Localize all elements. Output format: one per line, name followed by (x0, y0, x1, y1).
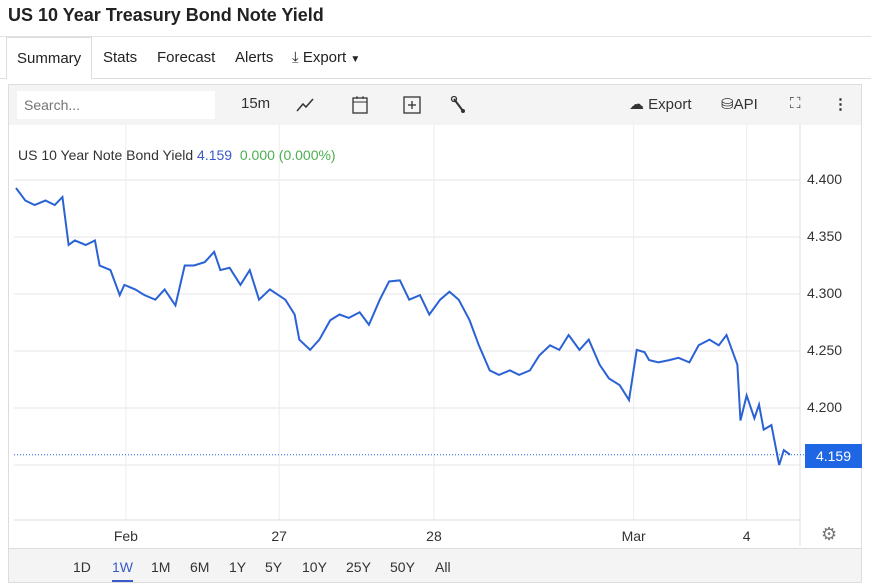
calendar-icon[interactable] (350, 95, 370, 119)
y-tick-label: 4.350 (807, 228, 843, 244)
settings-gear-icon[interactable]: ⚙ (821, 524, 838, 544)
fullscreen-icon[interactable]: ⛶ (790, 95, 801, 112)
chart-type-icon[interactable] (295, 95, 315, 119)
tab-export[interactable]: ⤓ Export ▼ (292, 37, 360, 80)
legend-value: 4.159 (197, 147, 233, 163)
range-selector: 1D 1W 1M 6M 1Y 5Y 10Y 25Y 50Y All (9, 548, 861, 582)
chart-toolbar: 15m ☁ Export ⛁API ⛶ ⋮ (9, 85, 861, 125)
add-indicator-icon[interactable] (402, 95, 422, 119)
api-button[interactable]: ⛁API (721, 95, 758, 113)
range-25y[interactable]: 25Y (346, 559, 371, 575)
x-tick-label: Mar (621, 528, 646, 544)
chart-panel: 15m ☁ Export ⛁API ⛶ ⋮ (8, 84, 862, 583)
search-input[interactable] (17, 91, 215, 119)
tab-export-label: Export (302, 49, 347, 66)
y-tick-label: 4.250 (807, 342, 843, 358)
wrench-icon[interactable] (449, 95, 469, 119)
legend-name: US 10 Year Note Bond Yield (18, 147, 194, 163)
export-label: Export (648, 96, 692, 113)
page-title: US 10 Year Treasury Bond Note Yield (8, 5, 324, 25)
range-5y[interactable]: 5Y (265, 559, 283, 575)
y-tick-label: 4.400 (807, 171, 843, 187)
x-tick-label: Feb (113, 528, 138, 544)
range-10y[interactable]: 10Y (302, 559, 327, 575)
tab-bar: Summary Stats Forecast Alerts ⤓ Export ▼ (0, 36, 871, 80)
database-icon: ⛁ (721, 96, 734, 113)
export-button[interactable]: ☁ Export (629, 95, 692, 113)
y-tick-label: 4.300 (807, 285, 843, 301)
range-1d[interactable]: 1D (73, 559, 91, 575)
more-options-icon[interactable]: ⋮ (833, 96, 848, 113)
last-price-label: 4.159 (805, 444, 862, 468)
caret-down-icon: ▼ (350, 54, 361, 65)
range-50y[interactable]: 50Y (390, 559, 415, 575)
legend-change: 0.000 (0.000%) (239, 147, 336, 163)
y-tick-label: 4.200 (807, 399, 843, 415)
range-1m[interactable]: 1M (151, 559, 171, 575)
chart-legend: US 10 Year Note Bond Yield 4.159 0.000 (… (18, 147, 336, 163)
range-all[interactable]: All (435, 559, 451, 575)
tab-forecast[interactable]: Forecast (157, 49, 216, 66)
x-tick-label: 27 (271, 528, 287, 544)
download-icon: ⤓ (292, 49, 299, 66)
tab-summary[interactable]: Summary (6, 37, 93, 80)
interval-button[interactable]: 15m (241, 95, 271, 112)
range-6m[interactable]: 6M (190, 559, 210, 575)
tab-stats[interactable]: Stats (103, 49, 138, 66)
x-tick-label: 4 (742, 528, 751, 544)
cloud-download-icon: ☁ (629, 96, 644, 113)
api-label: API (733, 96, 758, 113)
tab-alerts[interactable]: Alerts (235, 49, 274, 66)
range-1w[interactable]: 1W (112, 559, 133, 582)
range-1y[interactable]: 1Y (229, 559, 247, 575)
yield-series-line (15, 187, 791, 466)
x-tick-label: 28 (426, 528, 442, 544)
